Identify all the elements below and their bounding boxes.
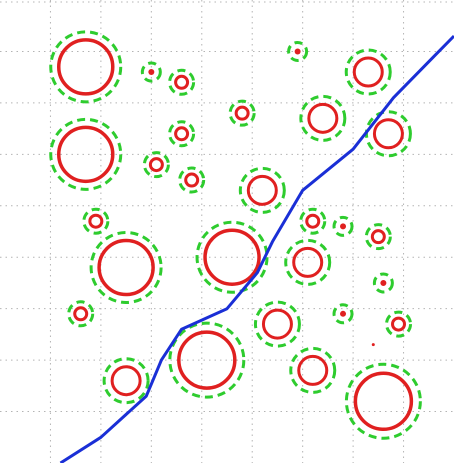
- outer-ring: [372, 272, 394, 294]
- outer-ring: [385, 310, 413, 338]
- decision-boundary-line: [59, 34, 454, 463]
- outer-rings: [49, 30, 422, 440]
- outer-ring: [344, 48, 392, 96]
- outer-ring: [82, 207, 110, 235]
- data-point: [391, 316, 407, 332]
- data-point: [246, 174, 278, 206]
- data-point: [294, 48, 301, 55]
- data-point: [57, 38, 115, 96]
- data-point: [174, 126, 190, 142]
- outer-ring: [332, 215, 354, 237]
- data-point: [305, 213, 321, 229]
- data-point: [297, 354, 329, 386]
- inner-circles: [57, 38, 414, 432]
- data-point: [307, 102, 339, 134]
- boundary-layer: [59, 34, 454, 463]
- data-point: [57, 125, 115, 184]
- outer-ring: [228, 99, 256, 127]
- data-point: [203, 228, 261, 286]
- outer-ring: [168, 68, 196, 96]
- data-point: [261, 308, 293, 340]
- data-point: [174, 74, 190, 90]
- outer-ring: [287, 40, 309, 62]
- outer-ring: [364, 223, 392, 251]
- outer-ring: [195, 220, 269, 294]
- data-point: [234, 105, 250, 121]
- outer-ring: [299, 207, 327, 235]
- outer-ring: [299, 94, 347, 142]
- outer-ring: [284, 238, 332, 286]
- data-point: [292, 246, 324, 278]
- data-point: [184, 172, 200, 188]
- data-point: [177, 330, 237, 390]
- outer-ring: [67, 300, 95, 328]
- data-point: [88, 213, 104, 229]
- data-point: [148, 157, 164, 173]
- outer-ring: [49, 30, 123, 104]
- data-point: [97, 238, 155, 297]
- outer-ring: [238, 166, 286, 214]
- outer-ring: [140, 61, 162, 83]
- data-point: [380, 279, 387, 286]
- data-point: [110, 365, 142, 397]
- outer-ring: [168, 120, 196, 148]
- outer-ring: [178, 166, 206, 194]
- data-point: [340, 223, 347, 230]
- data-point: [340, 310, 347, 317]
- outer-ring: [344, 362, 422, 440]
- data-point: [73, 306, 89, 322]
- outer-ring: [332, 303, 354, 325]
- data-point: [148, 69, 155, 76]
- outer-ring: [289, 346, 337, 394]
- outer-ring: [89, 231, 163, 305]
- data-point: [371, 343, 375, 347]
- data-point: [372, 118, 404, 150]
- outer-ring: [49, 117, 123, 191]
- outer-ring: [253, 300, 301, 348]
- outer-ring: [168, 321, 246, 399]
- outer-ring: [102, 357, 150, 405]
- data-point: [370, 229, 386, 245]
- outer-ring: [142, 151, 170, 179]
- data-point: [353, 371, 414, 432]
- data-point: [352, 56, 384, 88]
